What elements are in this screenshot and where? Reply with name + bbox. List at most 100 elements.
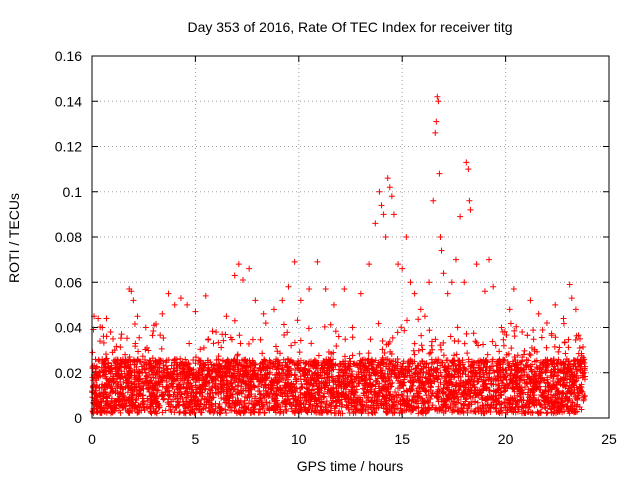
y-tick-label: 0.04	[55, 320, 82, 336]
data-point	[376, 188, 383, 195]
data-point	[466, 197, 473, 204]
data-point	[457, 213, 464, 220]
data-point	[519, 329, 526, 336]
y-tick-label: 0.12	[55, 139, 82, 155]
data-point	[246, 265, 253, 272]
data-point	[465, 166, 472, 173]
data-point	[130, 297, 137, 304]
data-point	[372, 220, 379, 227]
data-point	[142, 324, 149, 331]
x-tick-label: 0	[88, 431, 96, 447]
data-point	[349, 324, 356, 331]
data-point	[171, 301, 178, 308]
data-point	[560, 315, 567, 322]
data-point	[285, 283, 292, 290]
data-point	[380, 211, 387, 218]
x-tick-label: 20	[498, 431, 514, 447]
data-point	[437, 234, 444, 240]
data-point	[426, 279, 433, 286]
data-point	[202, 292, 209, 299]
data-point	[322, 286, 329, 293]
data-point	[433, 118, 440, 125]
data-point	[490, 283, 497, 290]
data-point	[411, 290, 418, 297]
y-tick-label: 0.14	[55, 93, 82, 109]
background-scatter-band	[89, 316, 589, 417]
data-points	[91, 93, 588, 376]
data-point	[297, 297, 304, 304]
data-point	[159, 310, 166, 317]
data-point	[473, 261, 480, 268]
data-point	[527, 297, 534, 304]
data-point	[440, 270, 447, 277]
data-point	[357, 290, 364, 297]
x-tick-label: 5	[192, 431, 200, 447]
chart-title: Day 353 of 2016, Rate Of TEC Index for r…	[187, 19, 512, 35]
data-point	[270, 306, 277, 313]
y-tick-label: 0	[74, 410, 82, 426]
data-point	[382, 234, 389, 240]
data-point	[444, 290, 451, 297]
data-point	[260, 310, 267, 317]
data-point	[535, 310, 542, 317]
data-point	[134, 313, 141, 320]
data-point	[568, 295, 575, 302]
x-tick-label: 10	[291, 431, 307, 447]
data-point	[279, 297, 286, 304]
data-point	[330, 301, 337, 308]
data-point	[498, 324, 505, 331]
grid-lines	[92, 56, 609, 418]
data-point	[436, 170, 443, 177]
data-point	[111, 347, 118, 354]
data-point	[192, 308, 199, 315]
y-tick-label: 0.1	[63, 184, 83, 200]
y-tick-label: 0.16	[55, 48, 82, 64]
data-point	[461, 279, 468, 286]
data-point	[434, 93, 441, 100]
data-point	[390, 211, 397, 218]
data-point	[184, 301, 191, 308]
data-point	[165, 290, 172, 297]
data-point	[432, 129, 439, 136]
data-point	[435, 98, 442, 105]
data-point	[510, 286, 517, 293]
data-point	[239, 276, 246, 283]
data-point	[543, 319, 550, 326]
data-point	[107, 329, 114, 336]
data-point	[452, 256, 459, 263]
data-point	[407, 279, 414, 286]
data-point	[378, 202, 385, 209]
data-point	[291, 258, 298, 265]
data-point	[399, 265, 406, 272]
data-point	[95, 315, 102, 322]
data-point	[463, 159, 470, 166]
data-point	[448, 279, 455, 286]
data-point	[128, 288, 135, 295]
data-point	[386, 184, 393, 191]
data-point	[366, 261, 373, 268]
data-point	[430, 197, 437, 204]
data-point	[384, 175, 391, 182]
data-point	[566, 281, 573, 288]
data-point	[572, 306, 579, 313]
data-point	[506, 306, 513, 313]
y-tick-label: 0.02	[55, 365, 82, 381]
data-point	[552, 301, 559, 308]
data-point	[151, 322, 158, 329]
y-tick-label: 0.06	[55, 274, 82, 290]
data-point	[99, 324, 106, 331]
data-point	[395, 261, 402, 268]
data-point	[306, 286, 313, 293]
data-point	[235, 261, 242, 268]
data-point	[177, 295, 184, 302]
data-point	[421, 313, 428, 320]
data-point	[403, 234, 410, 240]
data-point	[213, 329, 220, 336]
y-tick-label: 0.08	[55, 229, 82, 245]
x-tick-label: 15	[394, 431, 410, 447]
data-point	[388, 193, 395, 200]
tick-labels: 0 5 10 15 20 25 0 0.02 0.04 0.06 0.08 0.1 0.12 0.14 0.…	[55, 48, 617, 447]
x-axis-label: GPS time / hours	[297, 458, 404, 474]
data-point	[231, 272, 238, 279]
